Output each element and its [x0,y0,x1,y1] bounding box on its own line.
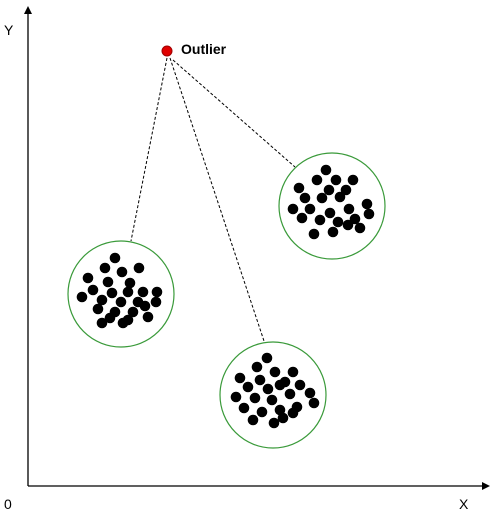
cluster-point [142,311,154,323]
cluster-point [150,296,162,308]
cluster-point [284,388,296,400]
cluster-point [92,303,104,315]
cluster-bottom-ring [219,341,327,449]
cluster-point [347,174,359,186]
cluster-point [330,174,342,186]
cluster-point [106,287,118,299]
cluster-point [242,381,254,393]
cluster-point [327,226,339,238]
y-axis-label: Y [4,22,14,38]
cluster-point [324,207,336,219]
cluster-point [334,191,346,203]
cluster-point [349,213,361,225]
cluster-point [296,212,308,224]
cluster-point [247,414,259,426]
cluster-point [299,192,311,204]
cluster-point [266,394,278,406]
cluster-point [96,294,108,306]
cluster-point [238,402,250,414]
cluster-point [234,372,246,384]
cluster-point [304,203,316,215]
cluster-point [254,374,266,386]
cluster-point [133,262,145,274]
cluster-point [293,182,305,194]
cluster-point [294,379,306,391]
cluster-point [117,317,129,329]
cluster-left-ring [67,240,175,348]
cluster-point [361,198,373,210]
link-to-cluster-bottom [169,57,265,342]
cluster-left-points [76,252,163,329]
cluster-point [304,387,316,399]
cluster-point [308,397,320,409]
cluster-point [127,306,139,318]
cluster-point [332,216,344,228]
cluster-right-points [287,164,375,240]
cluster-point [320,164,332,176]
cluster-point [99,262,111,274]
cluster-bottom-points [230,352,320,429]
cluster-point [343,203,355,215]
cluster-point [76,291,88,303]
cluster-point [256,406,268,418]
outlier-point [161,45,173,57]
cluster-point [287,407,299,419]
cluster-point [137,286,149,298]
origin-label: 0 [4,496,12,512]
cluster-point [102,276,114,288]
cluster-point [314,214,326,226]
cluster-point [262,383,274,395]
cluster-point [342,219,354,231]
cluster-point [316,192,328,204]
cluster-point [122,286,134,298]
cluster-point [269,366,281,378]
cluster-point [268,417,280,429]
cluster-point [139,300,151,312]
link-to-cluster-right [172,59,296,168]
cluster-point [279,376,291,388]
cluster-point [274,404,286,416]
cluster-point [251,361,263,373]
cluster-point [124,277,136,289]
cluster-point [230,391,242,403]
cluster-point [287,366,299,378]
cluster-point [249,392,261,404]
cluster-point [87,284,99,296]
cluster-point [311,174,323,186]
cluster-point [277,412,289,424]
cluster-point [82,272,94,284]
cluster-point [354,222,366,234]
x-axis-label: X [459,496,469,512]
cluster-point [104,312,116,324]
link-to-cluster-left [130,57,168,242]
cluster-point [340,184,352,196]
cluster-point [115,296,127,308]
cluster-point [96,317,108,329]
cluster-point [323,184,335,196]
outlier-label: Outlier [181,41,227,57]
cluster-point [363,208,375,220]
cluster-point [109,252,121,264]
cluster-point [308,228,320,240]
cluster-point [151,286,163,298]
cluster-point [116,266,128,278]
cluster-point [261,352,273,364]
cluster-right-ring [278,152,386,260]
cluster-point [287,203,299,215]
